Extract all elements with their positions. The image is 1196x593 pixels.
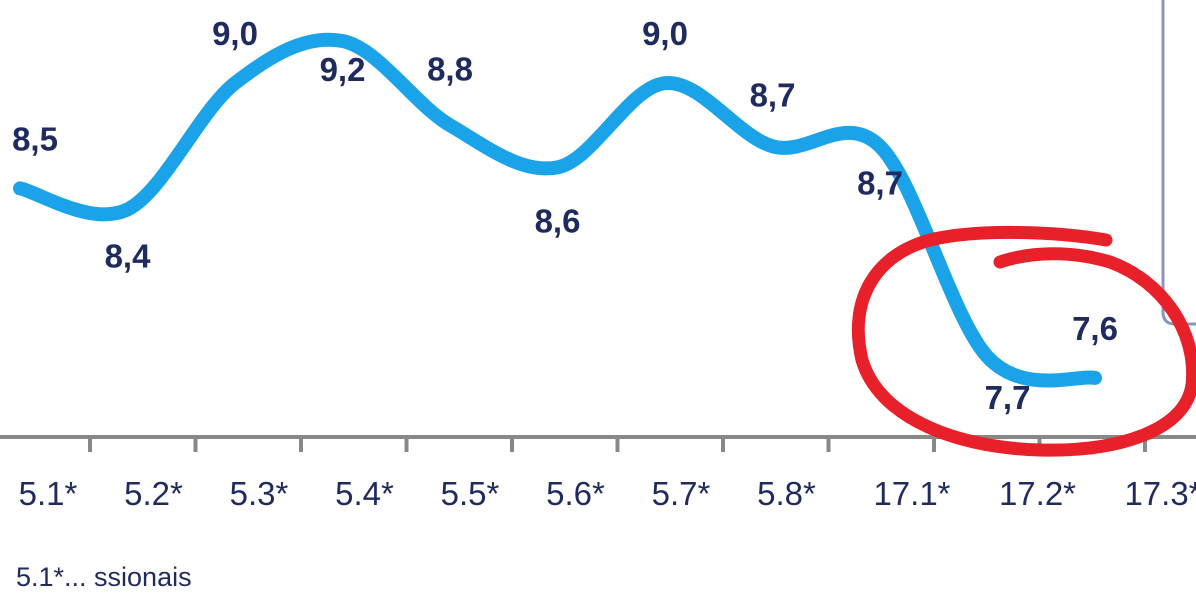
data-label: 8,8 — [427, 50, 473, 87]
x-tick-label: 5.7* — [652, 475, 711, 512]
x-tick-label: 5.2* — [124, 475, 183, 512]
data-label: 8,5 — [12, 120, 58, 157]
x-tick-labels: 5.1* 5.2* 5.3* 5.4* 5.5* 5.6* 5.7* 5.8* 17.1* 17.… — [19, 475, 1196, 512]
data-label: 9,0 — [212, 15, 258, 52]
x-tick-label: 17.3* — [1124, 475, 1196, 512]
data-labels: 8,5 8,4 9,0 9,2 8,8 8,6 9,0 8,7 8,7 7,7 7,6 — [12, 15, 1118, 416]
x-tick-label: 5.4* — [335, 475, 394, 512]
x-tick-label: 5.3* — [230, 475, 289, 512]
data-label: 9,2 — [320, 51, 366, 88]
x-tick-label: 17.1* — [873, 475, 950, 512]
data-label: 8,7 — [857, 164, 903, 201]
data-label: 8,7 — [750, 76, 796, 113]
footnote: 5.1*... ssionais — [16, 562, 192, 592]
side-panel-border — [1161, 0, 1196, 326]
x-tick-label: 5.5* — [441, 475, 500, 512]
x-tick-label: 5.6* — [546, 475, 605, 512]
highlight-circle — [851, 225, 1196, 457]
data-label: 9,0 — [642, 15, 688, 52]
data-label: 7,7 — [985, 379, 1031, 416]
x-tick-label: 5.8* — [757, 475, 816, 512]
data-label: 7,6 — [1072, 310, 1118, 347]
x-tick-label: 17.2* — [999, 475, 1076, 512]
data-label: 8,6 — [535, 202, 581, 239]
x-tick-label: 5.1* — [19, 475, 78, 512]
series-line — [13, 32, 1102, 388]
data-label: 8,4 — [105, 237, 152, 274]
